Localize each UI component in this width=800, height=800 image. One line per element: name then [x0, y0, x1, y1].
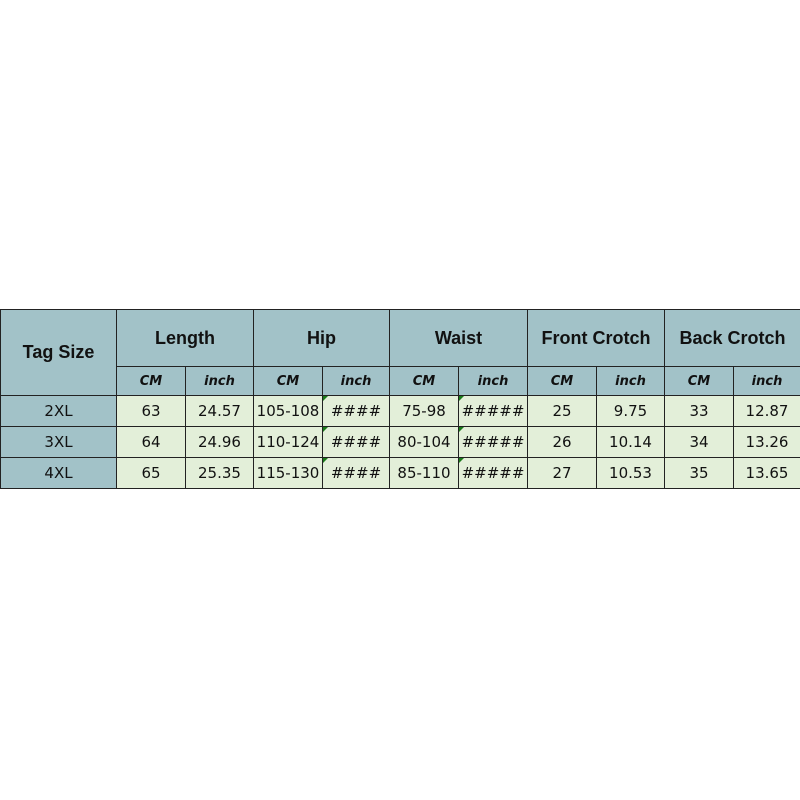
unit-inch: inch	[595, 366, 666, 396]
unit-inch: inch	[322, 366, 390, 396]
table-row: 2XL 63 24.57 105-108 #### 75-98 ##### 25 9.75 33 1…	[0, 395, 800, 427]
table-cell: 24.57	[185, 395, 254, 427]
unit-cm: CM	[664, 366, 735, 396]
table-cell: 25	[527, 395, 597, 427]
table-cell: 13.65	[733, 457, 800, 489]
table-cell: 13.26	[733, 426, 800, 458]
size-chart-table: Tag Size Length Hip Waist Front Crotch B…	[0, 309, 800, 489]
unit-inch: inch	[733, 366, 800, 396]
table-cell: #####	[458, 426, 528, 458]
table-cell: #####	[458, 395, 528, 427]
unit-inch: inch	[185, 366, 254, 396]
table-cell: 9.75	[595, 395, 666, 427]
hip-header: Hip	[253, 309, 390, 367]
tag-size-header: Tag Size	[0, 309, 117, 396]
table-cell: 10.14	[595, 426, 666, 458]
table-cell: 10.53	[595, 457, 666, 489]
table-cell: ####	[322, 426, 390, 458]
table-cell: 63	[116, 395, 186, 427]
table-cell: 33	[664, 395, 735, 427]
table-cell: 24.96	[185, 426, 254, 458]
table-cell: #####	[458, 457, 528, 489]
header-row: Tag Size Length Hip Waist Front Crotch B…	[0, 309, 800, 396]
table-cell: 110-124	[253, 426, 323, 458]
table-cell: 105-108	[253, 395, 323, 427]
table-cell: 27	[527, 457, 597, 489]
unit-cm: CM	[389, 366, 459, 396]
table-cell: 64	[116, 426, 186, 458]
table-row: 4XL 65 25.35 115-130 #### 85-110 ##### 27 10.53 3…	[0, 457, 800, 489]
size-cell: 2XL	[0, 395, 117, 427]
unit-cm: CM	[253, 366, 323, 396]
table-row: 3XL 64 24.96 110-124 #### 80-104 ##### 26 10.14 3…	[0, 426, 800, 458]
unit-row: CM inch CM inch CM inch CM inch CM inch	[1, 366, 800, 396]
table-cell: 35	[664, 457, 735, 489]
front-crotch-header: Front Crotch	[526, 309, 666, 367]
unit-cm: CM	[116, 366, 186, 396]
table-cell: 80-104	[389, 426, 459, 458]
length-header: Length	[116, 309, 254, 367]
table-cell: 85-110	[389, 457, 459, 489]
table-cell: 12.87	[733, 395, 800, 427]
size-cell: 4XL	[0, 457, 117, 489]
unit-cm: CM	[527, 366, 597, 396]
waist-header: Waist	[389, 309, 528, 367]
table-cell: ####	[322, 457, 390, 489]
table-cell: 65	[116, 457, 186, 489]
table-cell: 34	[664, 426, 735, 458]
back-crotch-header: Back Crotch	[664, 309, 800, 367]
table-cell: 26	[527, 426, 597, 458]
table-cell: 115-130	[253, 457, 323, 489]
unit-inch: inch	[458, 366, 528, 396]
table-cell: 75-98	[389, 395, 459, 427]
table-cell: 25.35	[185, 457, 254, 489]
table-cell: ####	[322, 395, 390, 427]
size-cell: 3XL	[0, 426, 117, 458]
